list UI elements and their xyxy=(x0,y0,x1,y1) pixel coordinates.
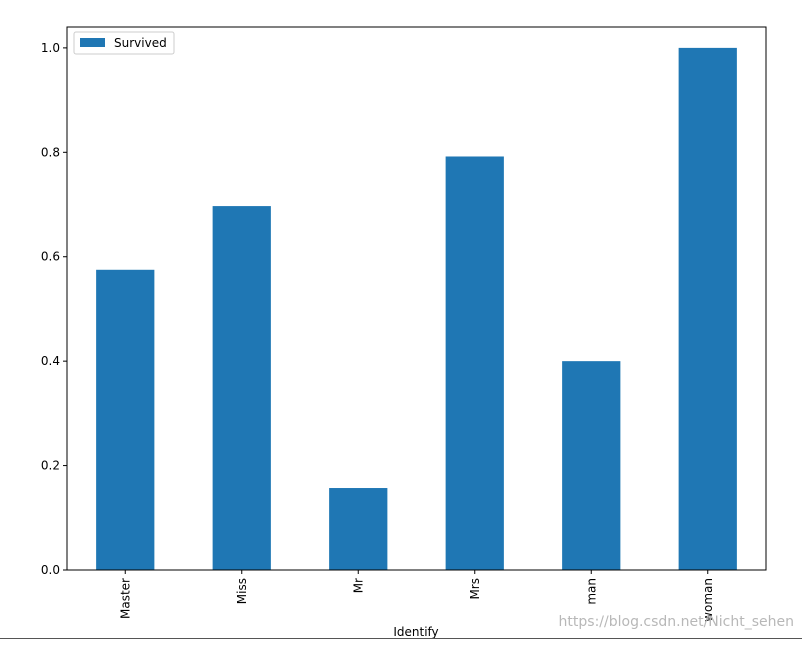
bar-miss xyxy=(212,206,271,570)
bars-group xyxy=(96,47,737,570)
x-tick-label-mrs: Mrs xyxy=(468,578,482,600)
y-tick-label: 0.4 xyxy=(41,354,60,368)
legend-box xyxy=(73,31,175,55)
x-ticks: Master Miss Mr Mrs man woman xyxy=(118,570,715,622)
x-tick-label-miss: Miss xyxy=(235,578,249,604)
bottom-divider xyxy=(0,638,802,639)
legend: Survived xyxy=(73,31,175,55)
y-tick-label: 0.0 xyxy=(41,563,60,577)
bar-mr xyxy=(329,488,388,570)
x-tick-label-man: man xyxy=(584,578,598,605)
y-tick-label: 1.0 xyxy=(41,41,60,55)
y-tick-label: 0.6 xyxy=(41,250,60,264)
y-tick-label: 0.2 xyxy=(41,459,60,473)
watermark: https://blog.csdn.net/Nicht_sehen xyxy=(559,614,794,630)
y-ticks: 0.0 0.2 0.4 0.6 0.8 1.0 xyxy=(41,41,67,577)
bar-mrs xyxy=(445,156,504,570)
plot-frame xyxy=(66,26,767,571)
bar-master xyxy=(96,269,155,570)
x-axis-title: Identify xyxy=(393,625,438,639)
bar-man xyxy=(562,361,621,570)
x-tick-label-master: Master xyxy=(118,578,132,619)
bar-woman xyxy=(678,47,737,570)
x-tick-label-woman: woman xyxy=(701,578,715,622)
legend-swatch xyxy=(80,38,105,47)
y-tick-label: 0.8 xyxy=(41,145,60,159)
x-tick-label-mr: Mr xyxy=(351,578,365,593)
legend-label: Survived xyxy=(114,36,167,50)
